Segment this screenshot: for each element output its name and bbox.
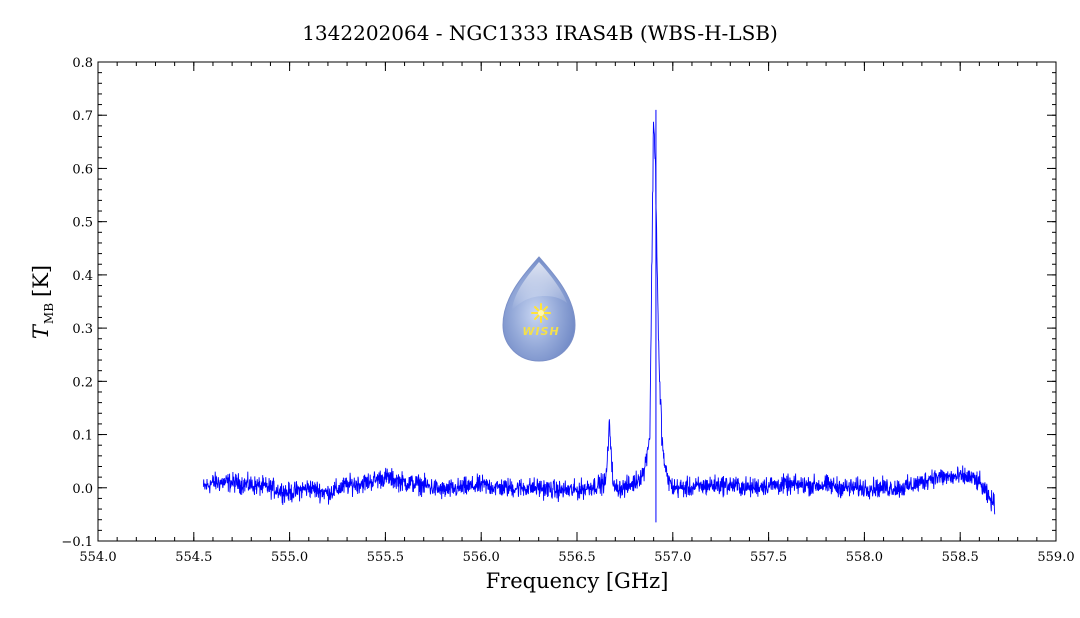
x-tick-label: 556.5 (558, 550, 595, 565)
x-axis-label: Frequency [GHz] (486, 569, 669, 593)
plot-frame (97, 61, 1057, 542)
y-tick-label: 0.5 (72, 216, 93, 231)
y-axis-label-sub: MB (42, 303, 56, 324)
x-tick-label: 555.5 (367, 550, 404, 565)
plot-area (202, 109, 996, 523)
x-tick-label: 557.5 (750, 550, 787, 565)
y-tick-label: 0.8 (72, 56, 93, 71)
svg-text:TMB[K]: TMB [K] (29, 265, 56, 339)
y-tick-label: 0.4 (72, 269, 93, 284)
x-tick-label: 558.5 (942, 550, 979, 565)
x-tick-label: 556.0 (463, 550, 500, 565)
x-tick-label: 559.0 (1037, 550, 1074, 565)
y-tick-label: 0.3 (72, 322, 93, 337)
logo-drop (502, 256, 576, 362)
y-tick-label: 0.1 (72, 429, 93, 444)
chart-title: 1342202064 - NGC1333 IRAS4B (WBS-H-LSB) (302, 21, 778, 45)
x-tick-label: 554.0 (79, 550, 116, 565)
y-tick-label: 0.0 (72, 482, 93, 497)
y-axis-label-main: T (29, 323, 53, 339)
wish-logo: WISH (502, 256, 576, 362)
x-tick-label: 555.0 (271, 550, 308, 565)
y-axis-label-unit: [K] (29, 265, 53, 297)
y-axis: −0.1 0.0 0.1 0.2 0.3 0.4 0.5 0.6 0.7 0.8 (61, 56, 1056, 550)
logo-label: WISH (522, 325, 559, 338)
y-axis-label: TMB [K] (29, 265, 56, 339)
y-tick-label: −0.1 (61, 535, 93, 550)
logo-drop-shine (512, 262, 567, 310)
x-tick-label: 554.5 (175, 550, 212, 565)
x-tick-label: 558.0 (846, 550, 883, 565)
y-tick-label: 0.6 (72, 162, 93, 177)
spectrum-line (202, 121, 996, 515)
x-tick-label: 557.0 (654, 550, 691, 565)
y-tick-label: 0.2 (72, 375, 93, 390)
y-tick-label: 0.7 (72, 109, 93, 124)
logo-star-core (538, 310, 544, 316)
